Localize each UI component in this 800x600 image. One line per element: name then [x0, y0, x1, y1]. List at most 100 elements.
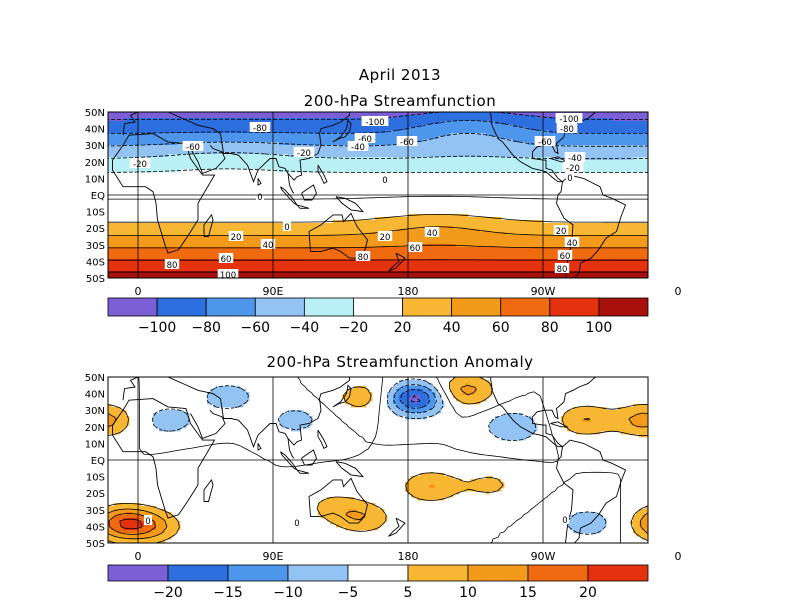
- contour-label: 80: [557, 265, 568, 275]
- colorbar-label: −100: [138, 320, 176, 336]
- contour-label-bg: [564, 237, 580, 247]
- x-tick-label: 0: [675, 285, 682, 298]
- colorbar-swatch: [287, 564, 349, 582]
- contour-label: 40: [567, 239, 578, 249]
- colorbar-swatch: [227, 564, 289, 582]
- colorbar-swatch: [107, 564, 169, 582]
- contour-label: -60: [400, 138, 414, 148]
- contour-label: -20: [297, 149, 311, 159]
- colorbar-label: −15: [213, 585, 243, 600]
- coastline: [112, 133, 216, 254]
- contour-line: [108, 195, 648, 200]
- contour-label: 0: [145, 517, 150, 527]
- y-tick-label: 30S: [86, 506, 105, 517]
- y-tick-label: 50N: [85, 108, 105, 119]
- x-tick-label: 0: [135, 550, 142, 563]
- colorbar-label: 40: [443, 320, 461, 336]
- coastline: [287, 438, 295, 459]
- contour-label: 40: [263, 241, 274, 251]
- coastline: [490, 377, 596, 448]
- anomaly-panel: 0 0 0 0 90E 180 90W 0 50N 40N 30N 20N 10N EQ 10S 20S 30…: [85, 373, 682, 563]
- colorbar-swatch: [549, 297, 600, 317]
- contour-label: -20: [133, 160, 147, 170]
- y-tick-label: EQ: [91, 456, 105, 467]
- contour-label: 0: [284, 223, 289, 233]
- contour-line: [138, 377, 621, 543]
- contour-label-bg: [562, 162, 584, 172]
- contour-label-bg: [355, 251, 371, 261]
- y-tick-label: 30N: [85, 406, 105, 417]
- contour-label-bg: [249, 122, 271, 132]
- contour-label: -100: [559, 115, 578, 125]
- coastline: [112, 398, 216, 519]
- contour-label: -100: [365, 118, 384, 128]
- contour-label-bg: [292, 517, 302, 527]
- x-tick-label: 180: [398, 550, 419, 563]
- y-tick-label: 20N: [85, 423, 105, 434]
- y-tick-label: 20N: [85, 158, 105, 169]
- coastline: [287, 173, 295, 194]
- contour-line: [108, 214, 648, 223]
- contour-label: 80: [358, 253, 369, 263]
- colorbar-label: −40: [290, 320, 320, 336]
- chart-title-top: 200-hPa Streamfunction: [303, 92, 497, 110]
- contour-label-bg: [407, 242, 423, 252]
- coastline: [490, 112, 596, 183]
- contour-label: 0: [294, 519, 299, 529]
- contour-label: 20: [556, 227, 567, 237]
- y-tick-label: 10S: [86, 473, 105, 484]
- coastline: [332, 119, 352, 143]
- contour-label: -60: [186, 143, 200, 153]
- coastline: [190, 144, 226, 174]
- coastline: [257, 178, 262, 186]
- contour-label-bg: [164, 259, 180, 269]
- contour-label: 20: [380, 233, 391, 243]
- contour-label: 0: [382, 176, 387, 186]
- colorbar-label: −60: [240, 320, 270, 336]
- colorbar-top: −100 −80 −60 −40 −20 20 40 60 80 100: [107, 297, 649, 336]
- contour-label: 100: [220, 271, 236, 281]
- y-tick-label: EQ: [91, 191, 105, 202]
- contour-label-bg: [255, 191, 265, 201]
- contour-label: 60: [560, 252, 571, 262]
- contour-line: [119, 518, 143, 530]
- colorbar-swatch: [451, 297, 502, 317]
- coastline: [301, 184, 318, 201]
- y-tick-label: 50S: [86, 274, 105, 285]
- contour-line: [108, 377, 648, 543]
- x-tick-label: 90E: [263, 285, 284, 298]
- coastline: [203, 213, 214, 237]
- contour-label: -80: [560, 125, 574, 135]
- colorbar-label: −5: [338, 585, 359, 600]
- contour-line: [108, 120, 648, 134]
- contour-line: [410, 395, 421, 403]
- coastline: [296, 469, 310, 474]
- colorbar-label: −80: [191, 320, 221, 336]
- coastline: [308, 212, 368, 259]
- colorbar-label: 60: [492, 320, 510, 336]
- contour-label-bg: [129, 158, 151, 168]
- coastline: [308, 477, 368, 524]
- colorbar-label: −10: [273, 585, 303, 600]
- coastline: [317, 164, 328, 185]
- y-tick-label: 30N: [85, 141, 105, 152]
- coastline: [130, 377, 132, 378]
- contour-label: -80: [253, 124, 267, 134]
- colorbar-swatch: [500, 297, 551, 317]
- y-tick-label: 50N: [85, 373, 105, 384]
- page-title: April 2013: [358, 66, 442, 84]
- colorbar-label: 20: [579, 585, 597, 600]
- coastline: [388, 252, 406, 272]
- contour-label: -20: [566, 164, 580, 174]
- contour-label-bg: [534, 136, 556, 146]
- contour-line: [393, 384, 437, 414]
- y-tick-label: 40N: [85, 390, 105, 401]
- colorbar-swatch: [167, 564, 229, 582]
- x-tick-label: 90W: [531, 550, 556, 563]
- coastline: [388, 517, 406, 537]
- colorbar-swatch: [303, 297, 354, 317]
- contour-label: 80: [167, 261, 178, 271]
- contour-label: 0: [257, 193, 262, 203]
- coastline: [122, 112, 350, 183]
